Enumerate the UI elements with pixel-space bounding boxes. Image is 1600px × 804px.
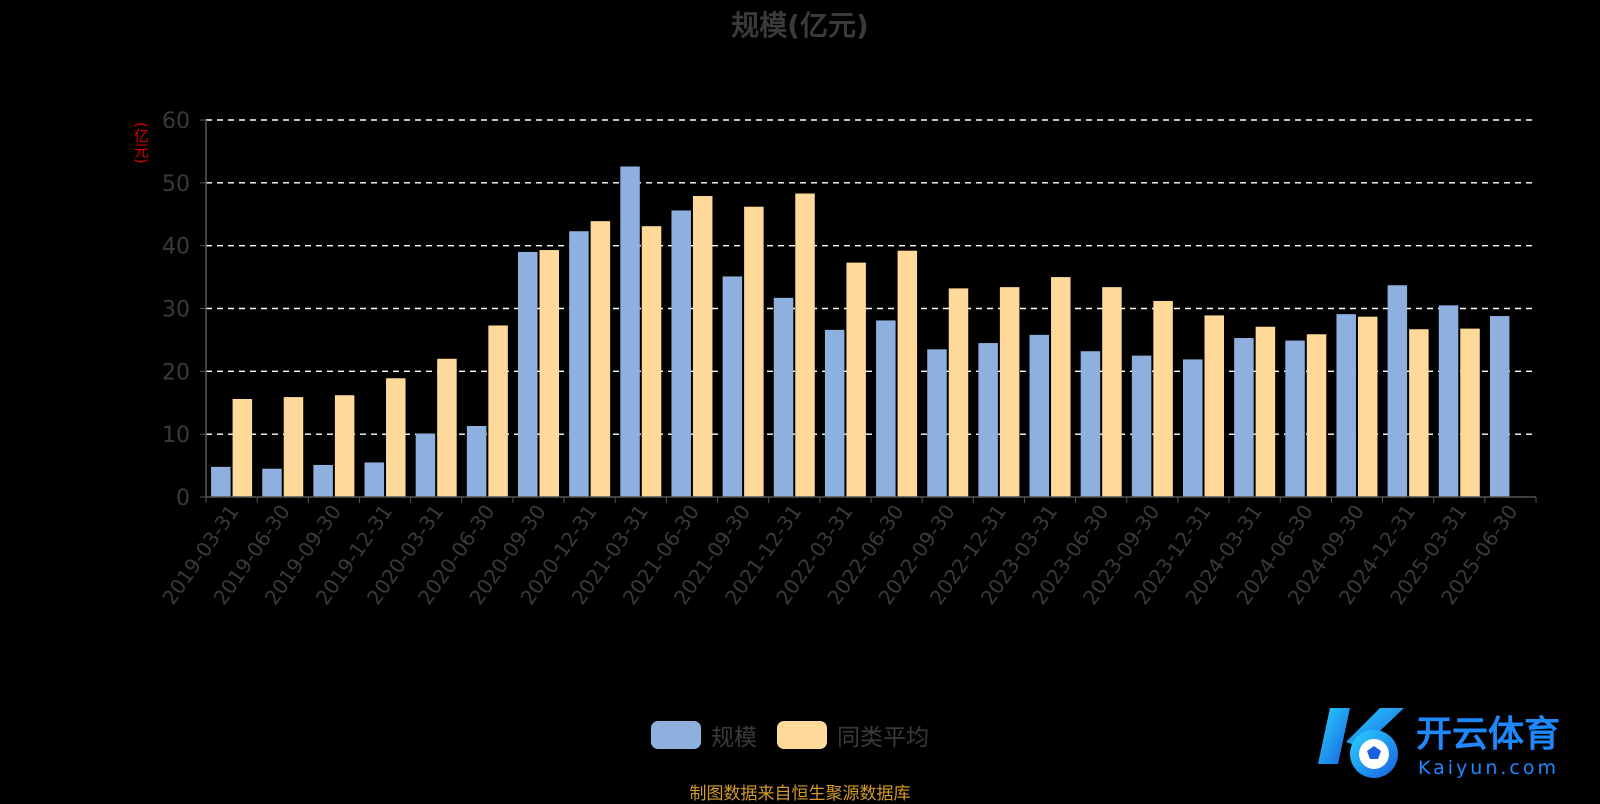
bar-scale[interactable] bbox=[824, 329, 845, 497]
bar-scale[interactable] bbox=[415, 433, 436, 497]
data-source-note: 制图数据来自恒生聚源数据库 bbox=[689, 784, 911, 804]
bar-scale[interactable] bbox=[620, 166, 640, 497]
bar-scale[interactable] bbox=[978, 343, 998, 497]
bar-scale[interactable] bbox=[671, 210, 691, 498]
bar-scale[interactable] bbox=[876, 320, 896, 497]
bar-scale[interactable] bbox=[313, 464, 333, 497]
y-axis-unit-label: (亿元) bbox=[132, 122, 150, 164]
bar-peer-average[interactable] bbox=[1051, 277, 1071, 497]
bar-scale[interactable] bbox=[773, 297, 794, 497]
bar-peer-average[interactable] bbox=[1409, 329, 1429, 497]
legend-label-scale: 规模 bbox=[711, 725, 757, 751]
bar-peer-average[interactable] bbox=[1357, 316, 1378, 497]
bar-peer-average[interactable] bbox=[1255, 326, 1276, 497]
bar-scale[interactable] bbox=[1029, 334, 1050, 497]
logo-k-stem bbox=[1318, 708, 1350, 764]
bar-scale[interactable] bbox=[927, 349, 947, 497]
bar-chart: 01020304050602019-03-312019-06-302019-09… bbox=[157, 109, 1537, 609]
bar-scale[interactable] bbox=[518, 251, 538, 497]
y-tick-label: 50 bbox=[162, 172, 190, 197]
legend-swatch-scale bbox=[651, 721, 701, 749]
bar-peer-average[interactable] bbox=[948, 288, 969, 497]
bar-peer-average[interactable] bbox=[488, 325, 508, 497]
bar-peer-average[interactable] bbox=[795, 193, 815, 497]
bar-peer-average[interactable] bbox=[999, 287, 1020, 497]
y-tick-label: 0 bbox=[176, 486, 190, 511]
bar-peer-average[interactable] bbox=[1306, 334, 1327, 497]
y-tick-label: 60 bbox=[162, 109, 190, 134]
bars bbox=[211, 166, 1510, 498]
bar-scale[interactable] bbox=[722, 276, 743, 497]
legend-label-peer-average: 同类平均 bbox=[837, 725, 929, 751]
bar-scale[interactable] bbox=[1234, 338, 1254, 497]
bar-scale[interactable] bbox=[1387, 285, 1408, 497]
bar-peer-average[interactable] bbox=[437, 358, 457, 497]
bar-peer-average[interactable] bbox=[846, 262, 866, 497]
legend-item-scale[interactable]: 规模 bbox=[651, 718, 757, 752]
bar-scale[interactable] bbox=[1438, 305, 1459, 497]
bar-peer-average[interactable] bbox=[1153, 300, 1173, 497]
bar-scale[interactable] bbox=[364, 462, 385, 497]
bar-peer-average[interactable] bbox=[386, 378, 406, 497]
bar-peer-average[interactable] bbox=[1460, 328, 1480, 497]
bar-peer-average[interactable] bbox=[897, 250, 918, 497]
legend-swatch-peer-average bbox=[777, 721, 827, 749]
bar-peer-average[interactable] bbox=[232, 398, 253, 497]
bar-scale[interactable] bbox=[1131, 355, 1152, 497]
legend: 规模 同类平均 bbox=[0, 718, 1590, 752]
bar-peer-average[interactable] bbox=[334, 395, 355, 497]
watermark-brand: 开云体育 bbox=[1416, 714, 1560, 755]
bar-peer-average[interactable] bbox=[539, 250, 560, 497]
y-tick-label: 40 bbox=[162, 235, 190, 260]
bar-scale[interactable] bbox=[1489, 316, 1510, 497]
y-tick-label: 10 bbox=[162, 423, 190, 448]
chart-title: 规模(亿元) bbox=[731, 9, 869, 42]
kaiyun-logo-watermark: 开云体育 Kaiyun.com bbox=[1318, 708, 1560, 779]
bar-scale[interactable] bbox=[569, 231, 589, 497]
bar-peer-average[interactable] bbox=[590, 221, 611, 497]
watermark-domain: Kaiyun.com bbox=[1418, 757, 1559, 779]
bar-scale[interactable] bbox=[1080, 351, 1101, 497]
bar-peer-average[interactable] bbox=[1102, 287, 1122, 497]
legend-item-peer-average[interactable]: 同类平均 bbox=[777, 718, 929, 752]
bar-peer-average[interactable] bbox=[1204, 315, 1225, 497]
bar-scale[interactable] bbox=[466, 425, 487, 497]
bar-peer-average[interactable] bbox=[283, 397, 304, 497]
y-tick-label: 20 bbox=[162, 360, 190, 385]
bar-peer-average[interactable] bbox=[744, 206, 764, 497]
bar-scale[interactable] bbox=[1183, 359, 1203, 497]
bar-peer-average[interactable] bbox=[641, 226, 662, 497]
bar-scale[interactable] bbox=[1336, 314, 1356, 497]
bar-scale[interactable] bbox=[1285, 340, 1305, 497]
bar-peer-average[interactable] bbox=[692, 196, 713, 498]
bar-scale[interactable] bbox=[262, 468, 282, 497]
y-tick-label: 30 bbox=[162, 298, 190, 323]
bar-scale[interactable] bbox=[211, 466, 231, 497]
